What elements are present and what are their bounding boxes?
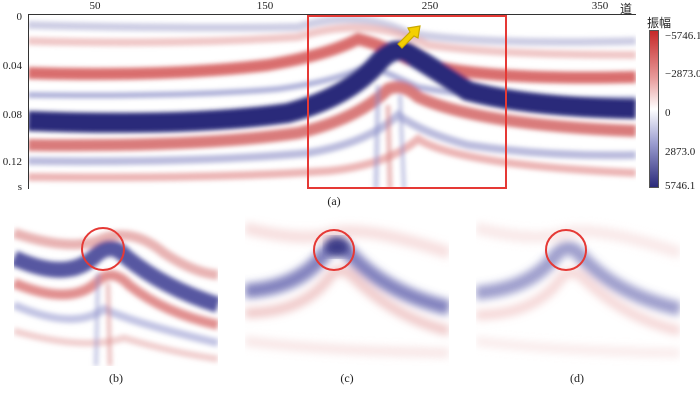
seismic-section-main — [28, 15, 636, 189]
caption-d: (d) — [570, 371, 584, 385]
caption-c: (c) — [340, 371, 354, 385]
y-tick-012: 0.12 — [2, 156, 22, 168]
highlight-box — [307, 15, 507, 189]
highlight-circle-b — [81, 227, 125, 271]
highlight-circle-d — [545, 229, 587, 271]
yellow-arrow-icon — [397, 25, 421, 49]
colorbar-label-neg-max: −5746.1 — [665, 30, 700, 42]
colorbar-label-pos-half: 2873.0 — [665, 146, 696, 158]
x-tick-150: 150 — [256, 0, 274, 12]
axis-frame-top — [28, 14, 636, 15]
y-tick-008: 0.08 — [2, 109, 22, 121]
seismic-panel-c — [245, 213, 449, 366]
seismic-panel-d — [476, 213, 680, 366]
y-tick-004: 0.04 — [2, 60, 22, 72]
highlight-circle-c — [313, 229, 355, 271]
colorbar-label-zero: 0 — [665, 107, 671, 119]
caption-b: (b) — [109, 371, 123, 385]
colorbar — [649, 30, 659, 188]
colorbar-label-pos-max: 5746.1 — [665, 180, 696, 192]
y-axis-unit: s — [17, 181, 22, 193]
x-tick-50: 50 — [89, 0, 101, 12]
caption-a: (a) — [327, 194, 341, 208]
seismic-panel-b — [14, 213, 218, 366]
axis-frame-left — [28, 14, 29, 189]
y-tick-0: 0 — [16, 11, 23, 23]
x-tick-250: 250 — [421, 0, 439, 12]
colorbar-label-neg-half: −2873.0 — [665, 68, 700, 80]
x-tick-350: 350 — [591, 0, 609, 12]
seismic-panel-d-image — [476, 213, 680, 366]
x-axis-unit: 道 — [620, 2, 633, 16]
seismic-panel-b-image — [14, 213, 218, 366]
seismic-panel-c-image — [245, 213, 449, 366]
colorbar-title: 振幅 — [647, 16, 672, 30]
seismic-section-main-image — [28, 15, 636, 189]
